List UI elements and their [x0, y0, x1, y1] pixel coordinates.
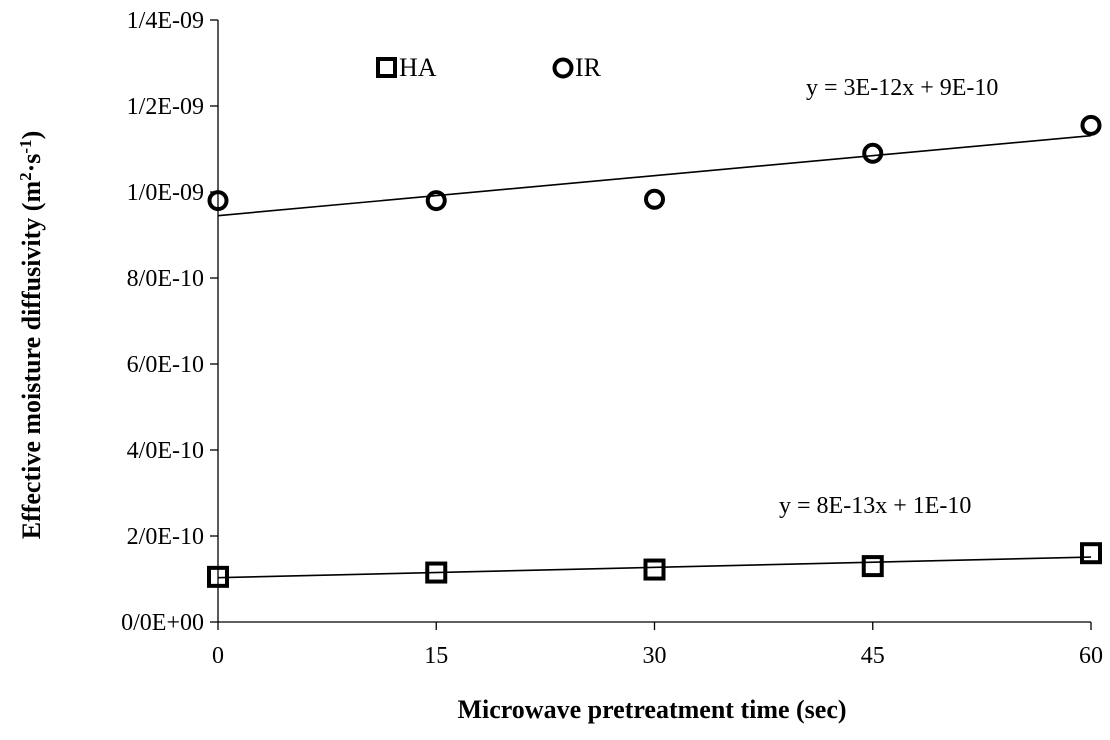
data-point-ha [643, 558, 666, 581]
legend-marker-ir [552, 57, 574, 79]
legend-label-ha: HA [399, 53, 437, 82]
y-tick-label: 1/4E-09 [127, 8, 204, 34]
x-tick-label: 45 [861, 643, 885, 669]
x-tick-label: 30 [643, 643, 667, 669]
data-point-ir [425, 190, 447, 212]
data-point-ha [1080, 542, 1102, 565]
data-point-ir [207, 190, 229, 212]
data-point-ir [862, 142, 884, 164]
y-tick-label: 4/0E-10 [127, 438, 204, 464]
y-tick-label: 8/0E-10 [127, 266, 204, 292]
data-point-ha [861, 555, 884, 578]
y-tick-label: 1/2E-09 [127, 94, 204, 120]
data-point-ir [1080, 114, 1102, 136]
x-tick-label: 15 [424, 643, 448, 669]
y-tick-label: 6/0E-10 [127, 352, 204, 378]
y-tick-label: 1/0E-09 [127, 180, 204, 206]
trendline-equation-ha: y = 8E-13x + 1E-10 [779, 493, 971, 519]
axes [217, 20, 1091, 623]
trendline-ha [217, 556, 1092, 579]
x-tick-label: 60 [1079, 643, 1103, 669]
trendlines [217, 134, 1092, 579]
data-point-ha [425, 561, 448, 584]
data-point-ha [207, 565, 229, 588]
trendline-ir [217, 134, 1092, 217]
legend-label-ir: IR [575, 53, 602, 82]
trendline-equation-ir: y = 3E-12x + 9E-10 [806, 75, 998, 101]
x-tick-label: 0 [212, 643, 224, 669]
data-point-ir [644, 188, 665, 210]
x-axis-title: Microwave pretreatment time (sec) [457, 695, 846, 724]
data-markers [207, 114, 1102, 588]
y-tick-label: 0/0E+00 [121, 610, 204, 636]
legend: HA IR [376, 53, 602, 82]
legend-marker-ha [376, 57, 397, 78]
y-axis-ticks: 0/0E+00 2/0E-10 4/0E-10 6/0E-10 8/0E-10 1/0E-… [121, 8, 218, 636]
y-axis-title: Effective moisture diffusivity (m2·s-1) [16, 131, 46, 540]
x-axis-ticks: 0 15 30 45 60 [212, 622, 1103, 669]
y-tick-label: 2/0E-10 [127, 524, 204, 550]
